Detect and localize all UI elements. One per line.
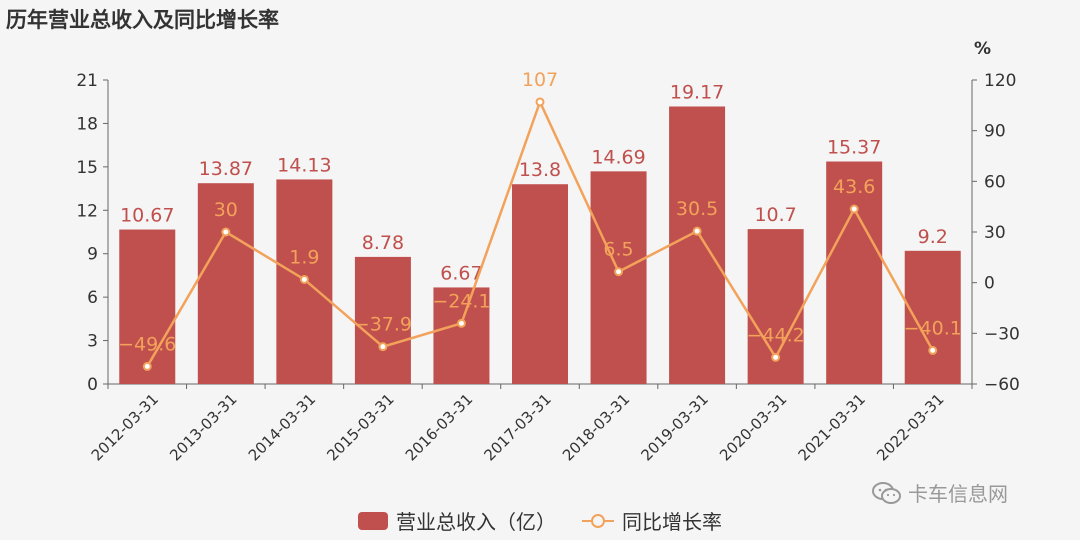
bar-data-label: 10.7 — [754, 204, 796, 226]
x-tick-label: 2020-03-31 — [716, 390, 790, 464]
bar — [512, 184, 568, 384]
x-tick-label: 2014-03-31 — [245, 390, 319, 464]
growth-data-label: 107 — [522, 69, 558, 91]
bar-data-label: 13.87 — [199, 158, 253, 180]
y-right-unit-label: % — [974, 39, 991, 59]
growth-data-label: −44.2 — [747, 324, 805, 346]
watermark-text: 卡车信息网 — [908, 482, 1008, 506]
y-left-tick-label: 0 — [87, 375, 98, 395]
y-right-tick-label: 120 — [984, 71, 1016, 91]
x-tick-label: 2022-03-31 — [873, 390, 947, 464]
bar-data-label: 9.2 — [918, 226, 948, 248]
y-right-tick-label: 60 — [984, 172, 1006, 192]
legend-item-growth[interactable]: 同比增长率 — [582, 506, 722, 535]
growth-point — [692, 226, 702, 236]
bar — [354, 256, 411, 384]
legend-item-revenue[interactable]: 营业总收入（亿） — [358, 506, 556, 535]
bar-data-label: 15.37 — [827, 137, 881, 159]
growth-point — [771, 352, 781, 362]
x-tick-label: 2013-03-31 — [166, 390, 240, 464]
legend-swatch-line — [582, 513, 614, 528]
x-tick-label: 2015-03-31 — [323, 390, 397, 464]
bar-data-label: 10.67 — [120, 205, 174, 227]
x-tick-label: 2012-03-31 — [88, 390, 162, 464]
bar — [119, 229, 176, 384]
growth-data-label: 43.6 — [833, 176, 875, 198]
bar — [669, 106, 726, 385]
bar-data-label: 14.69 — [591, 146, 645, 168]
bar — [590, 171, 647, 384]
y-right-tick-label: −60 — [984, 375, 1020, 395]
bar-data-label: 13.8 — [519, 159, 561, 181]
bar-data-label: 19.17 — [670, 81, 724, 103]
y-left-tick-label: 9 — [87, 245, 98, 265]
y-right-tick-label: 90 — [984, 122, 1006, 142]
bar-data-label: 14.13 — [277, 154, 331, 176]
growth-point — [142, 361, 152, 371]
growth-data-label: −24.1 — [432, 290, 490, 312]
x-tick-label: 2017-03-31 — [480, 390, 554, 464]
y-left-tick-label: 6 — [87, 288, 98, 308]
y-left-tick-label: 3 — [87, 332, 98, 352]
growth-point — [299, 274, 309, 284]
growth-point — [535, 97, 545, 107]
y-right-tick-label: 0 — [984, 274, 995, 294]
chart-legend: 营业总收入（亿） 同比增长率 — [0, 506, 1080, 535]
bar — [433, 287, 490, 384]
y-left-tick-label: 21 — [76, 71, 98, 91]
y-left-tick-label: 18 — [76, 114, 98, 134]
growth-data-label: −37.9 — [354, 314, 412, 336]
x-tick-label: 2019-03-31 — [638, 390, 712, 464]
growth-data-label: 30.5 — [676, 198, 718, 220]
growth-point — [221, 227, 231, 237]
growth-data-label: 6.5 — [603, 239, 633, 261]
legend-label-revenue: 营业总收入（亿） — [396, 510, 556, 534]
growth-point — [928, 345, 938, 355]
x-tick-label: 2021-03-31 — [795, 390, 869, 464]
growth-data-label: −40.1 — [904, 317, 962, 339]
x-tick-label: 2016-03-31 — [402, 390, 476, 464]
bar — [826, 161, 883, 384]
wechat-icon — [872, 481, 901, 504]
growth-point — [849, 204, 859, 214]
growth-point — [614, 267, 624, 277]
bar-data-label: 6.67 — [440, 262, 482, 284]
y-left-tick-label: 15 — [76, 158, 98, 178]
y-right-tick-label: −30 — [984, 324, 1020, 344]
growth-data-label: 30 — [214, 199, 238, 221]
growth-data-label: 1.9 — [289, 246, 319, 268]
legend-label-growth: 同比增长率 — [622, 510, 722, 534]
growth-point — [456, 318, 466, 328]
y-right-tick-label: 30 — [984, 223, 1006, 243]
chart-title: 历年营业总收入及同比增长率 — [6, 8, 279, 32]
y-left-tick-label: 12 — [76, 201, 98, 221]
watermark: 卡车信息网 — [872, 478, 1008, 507]
bar — [197, 183, 254, 384]
legend-swatch-bar — [358, 511, 388, 530]
bar-data-label: 8.78 — [362, 232, 404, 254]
growth-point — [378, 342, 388, 352]
growth-data-label: −49.6 — [118, 333, 176, 355]
x-tick-label: 2018-03-31 — [559, 390, 633, 464]
